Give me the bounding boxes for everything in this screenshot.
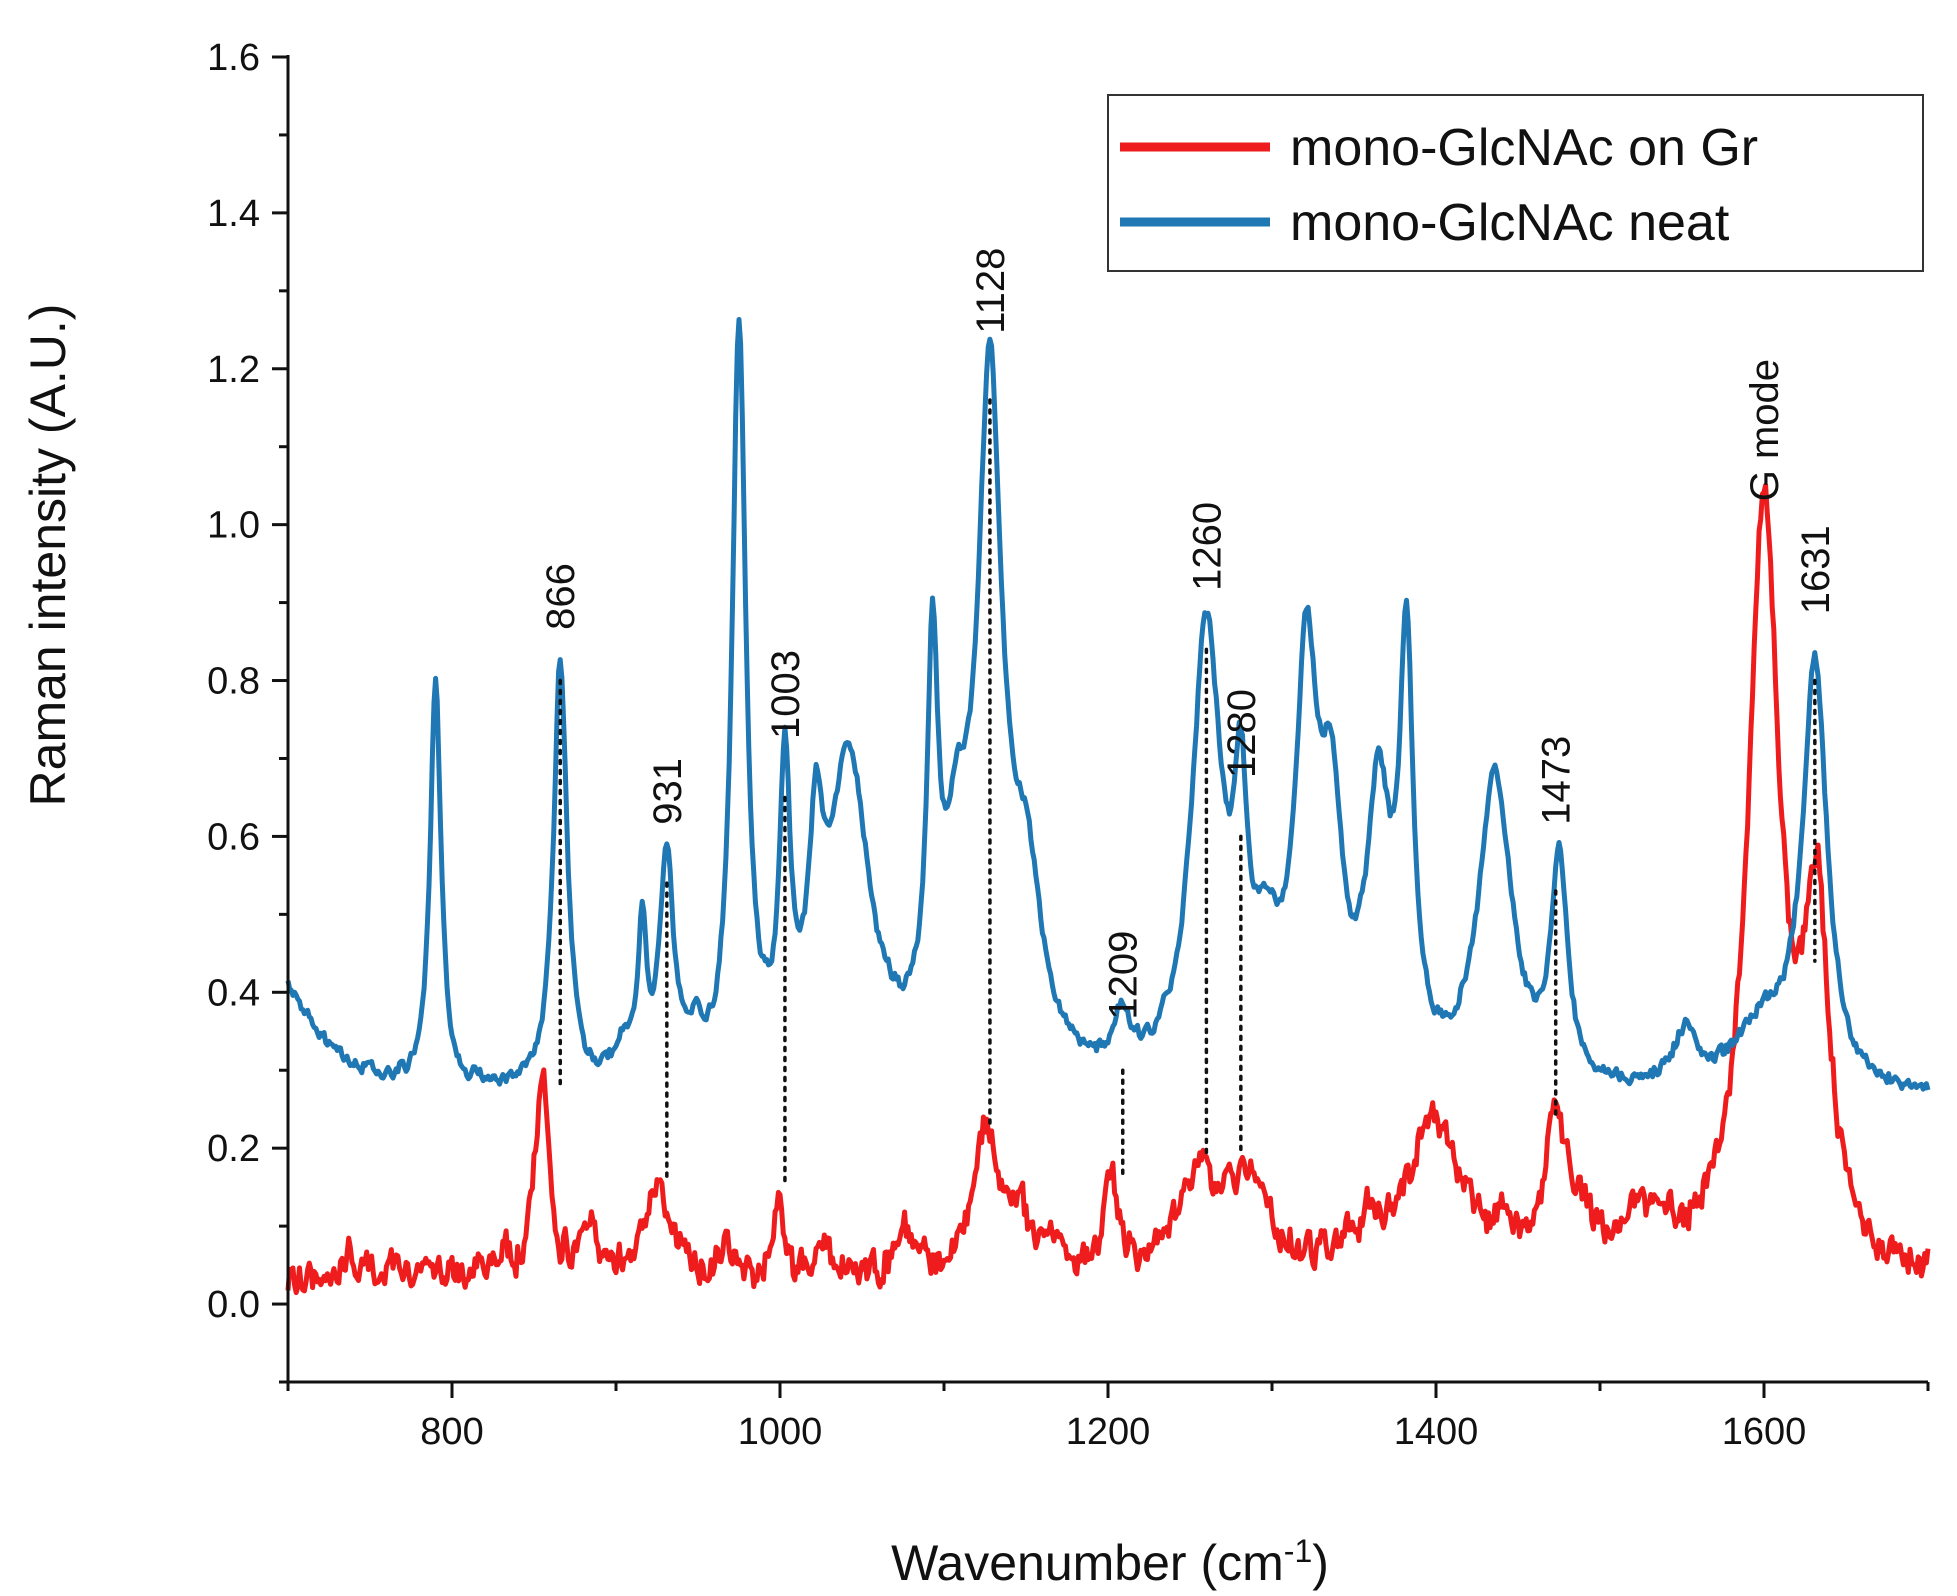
- peak-label-866: 866: [539, 563, 583, 630]
- peak-label-1280: 1280: [1220, 689, 1264, 778]
- y-tick-label: 0.8: [207, 661, 260, 703]
- legend-label-gr: mono-GlcNAc on Gr: [1290, 119, 1758, 177]
- peak-label-1003: 1003: [764, 650, 808, 739]
- series-line-neat: [285, 317, 1931, 1092]
- series-line-gr: [285, 482, 1931, 1296]
- x-axis-title: Wavenumber (cm-1): [891, 1533, 1329, 1591]
- x-tick-label: 1000: [738, 1411, 823, 1453]
- y-tick-label: 0.0: [207, 1284, 260, 1326]
- y-tick-label: 1.0: [207, 505, 260, 547]
- y-tick-label: 1.6: [207, 37, 260, 79]
- x-tick-label: 1400: [1394, 1411, 1479, 1453]
- legend: mono-GlcNAc on Gr mono-GlcNAc neat: [1107, 94, 1924, 272]
- peak-label-1631: 1631: [1794, 525, 1838, 614]
- y-tick-label: 1.4: [207, 193, 260, 235]
- peak-label-g-mode: G mode: [1743, 359, 1787, 501]
- x-tick-label: 800: [420, 1411, 483, 1453]
- peak-label-1209: 1209: [1102, 931, 1146, 1020]
- peak-annotation-lines: [558, 398, 1817, 1189]
- y-tick-label: 0.4: [207, 972, 260, 1014]
- x-tick-label: 1600: [1722, 1411, 1807, 1453]
- y-tick-label: 0.2: [207, 1128, 260, 1170]
- ticks: 0.0 0.2 0.4 0.6 0.8 1.0 1.2 1.4 1.6 800 1000 1200 14…: [207, 37, 1930, 1453]
- x-tick-label: 1200: [1066, 1411, 1151, 1453]
- peak-label-1473: 1473: [1535, 736, 1579, 825]
- peak-label-931: 931: [646, 758, 690, 825]
- peak-label-1128: 1128: [969, 248, 1013, 334]
- legend-box: [1107, 94, 1924, 272]
- peak-label-1260: 1260: [1185, 502, 1229, 591]
- y-tick-label: 0.6: [207, 816, 260, 858]
- legend-label-neat: mono-GlcNAc neat: [1290, 194, 1730, 252]
- plot-lines: [285, 317, 1931, 1296]
- y-tick-label: 1.2: [207, 349, 260, 391]
- y-axis-title: Raman intensity (A.U.): [20, 304, 76, 807]
